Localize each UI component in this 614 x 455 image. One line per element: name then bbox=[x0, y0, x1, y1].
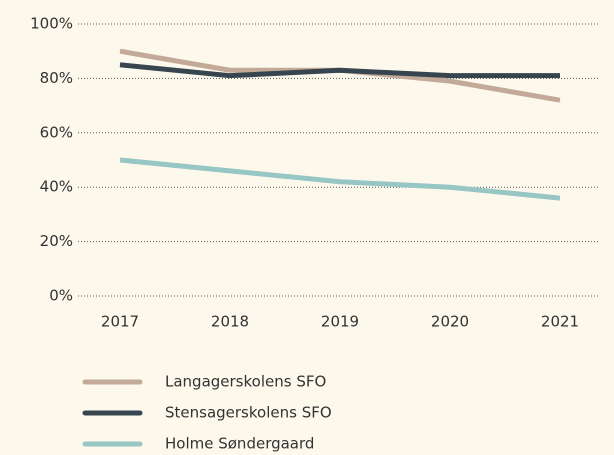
x-tick-label: 2020 bbox=[431, 313, 469, 331]
y-tick-label: 20% bbox=[40, 232, 73, 250]
legend-label: Stensagerskolens SFO bbox=[165, 404, 332, 422]
x-tick-label: 2021 bbox=[541, 313, 579, 331]
legend-label: Langagerskolens SFO bbox=[165, 373, 326, 391]
x-tick-label: 2017 bbox=[101, 313, 139, 331]
y-tick-label: 60% bbox=[40, 123, 73, 141]
x-tick-label: 2018 bbox=[211, 313, 249, 331]
series-line bbox=[119, 62, 560, 79]
y-tick-label: 100% bbox=[30, 15, 73, 33]
y-tick-label: 40% bbox=[40, 178, 73, 196]
y-tick-label: 0% bbox=[49, 287, 73, 305]
series-line bbox=[119, 157, 561, 201]
legend-label: Holme Søndergaard bbox=[165, 435, 314, 453]
x-tick-label: 2019 bbox=[321, 313, 359, 331]
y-tick-label: 80% bbox=[40, 69, 73, 87]
